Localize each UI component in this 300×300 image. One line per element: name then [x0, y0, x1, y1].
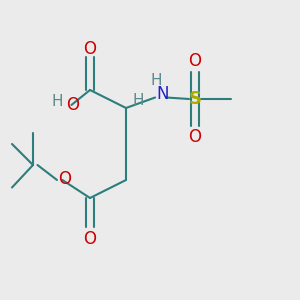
- Text: O: O: [188, 128, 202, 146]
- Text: H: H: [132, 93, 144, 108]
- Text: O: O: [83, 230, 97, 248]
- Text: O: O: [188, 52, 202, 70]
- Text: H: H: [52, 94, 63, 110]
- Text: O: O: [83, 40, 97, 58]
- Text: H: H: [150, 74, 162, 88]
- Text: S: S: [188, 90, 202, 108]
- Text: O: O: [58, 169, 71, 188]
- Text: O: O: [66, 96, 79, 114]
- Text: N: N: [157, 85, 169, 103]
